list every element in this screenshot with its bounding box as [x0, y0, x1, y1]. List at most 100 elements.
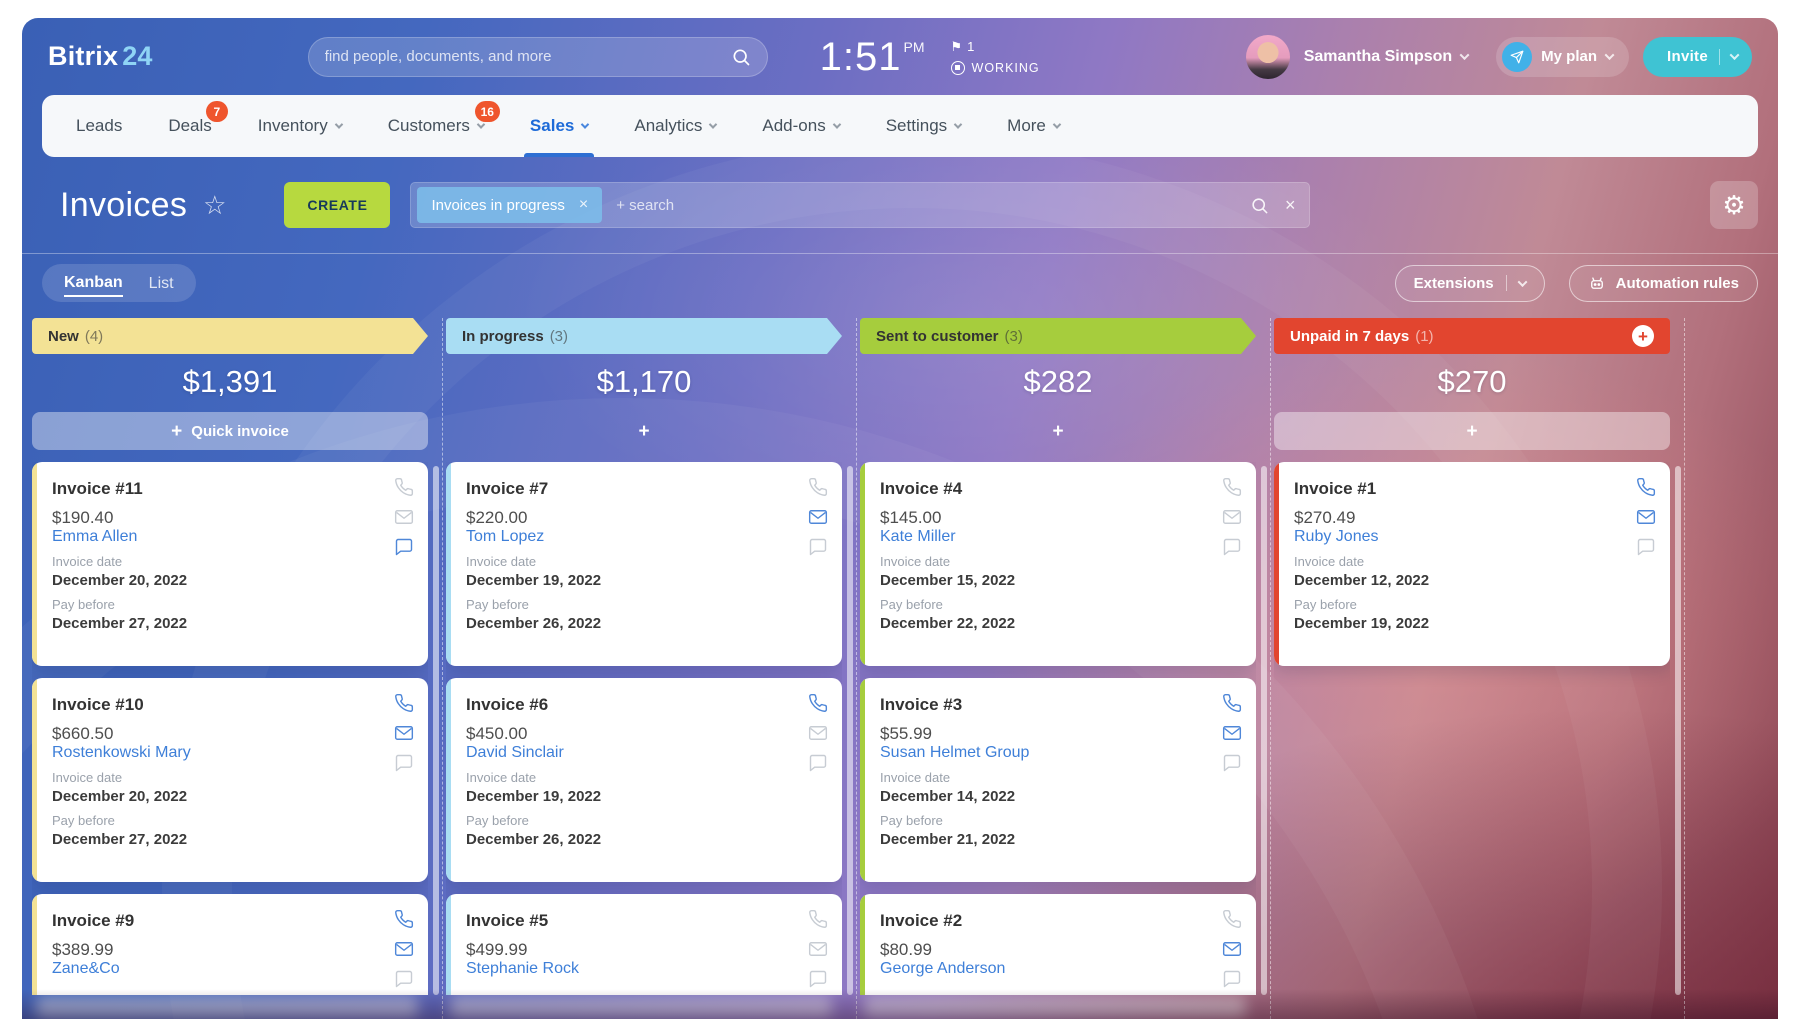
chip-close-icon[interactable]: × [578, 196, 589, 213]
column-scrollbar[interactable] [847, 466, 853, 995]
contact-link[interactable]: David Sinclair [466, 744, 564, 761]
column-scrollbar[interactable] [433, 466, 439, 995]
column-header[interactable]: Sent to customer (3) + [860, 318, 1256, 354]
avatar[interactable] [1245, 34, 1290, 79]
invoice-card-invoice-11[interactable]: Invoice #11 $190.40 Emma Allen Invoice d… [32, 462, 428, 666]
mail-icon[interactable] [394, 723, 414, 743]
column-add-button[interactable]: + [860, 412, 1256, 450]
phone-icon[interactable] [394, 909, 414, 929]
nav-item-sales[interactable]: Sales [523, 95, 595, 157]
invoice-card-invoice-1[interactable]: Invoice #1 $270.49 Ruby Jones Invoice da… [1274, 462, 1670, 666]
column-add-button[interactable]: + Quick invoice [32, 412, 428, 450]
chat-icon[interactable] [808, 537, 828, 557]
chat-icon[interactable] [394, 537, 414, 557]
filter-bar[interactable]: Invoices in progress × × [410, 182, 1311, 228]
chat-icon[interactable] [808, 753, 828, 773]
invite-button[interactable]: Invite [1643, 36, 1752, 77]
mail-icon[interactable] [1636, 507, 1656, 527]
mail-icon[interactable] [394, 507, 414, 527]
nav-item-more[interactable]: More [1007, 95, 1062, 157]
phone-icon[interactable] [1222, 909, 1242, 929]
chat-icon[interactable] [1636, 537, 1656, 557]
notifications[interactable]: ⚑ 1 [951, 39, 1040, 55]
invoice-card-invoice-3[interactable]: Invoice #3 $55.99 Susan Helmet Group Inv… [860, 678, 1256, 882]
invoice-card-invoice-10[interactable]: Invoice #10 $660.50 Rostenkowski Mary In… [32, 678, 428, 882]
column-add-button[interactable]: + [446, 412, 842, 450]
search-icon[interactable] [731, 47, 751, 67]
search-icon[interactable] [1250, 196, 1269, 215]
contact-link[interactable]: Zane&Co [52, 960, 120, 977]
mail-icon[interactable] [394, 939, 414, 959]
invoice-card-invoice-9[interactable]: Invoice #9 $389.99 Zane&Co [32, 894, 428, 995]
invoice-card-invoice-6[interactable]: Invoice #6 $450.00 David Sinclair Invoic… [446, 678, 842, 882]
working-toggle[interactable]: WORKING [950, 60, 1040, 75]
mail-icon[interactable] [1222, 939, 1242, 959]
nav-item-leads[interactable]: Leads [76, 116, 123, 135]
filter-chip[interactable]: Invoices in progress × [417, 187, 603, 223]
mail-icon[interactable] [808, 507, 828, 527]
phone-icon[interactable] [1636, 477, 1656, 497]
contact-link[interactable]: George Anderson [880, 960, 1006, 977]
phone-icon[interactable] [1222, 477, 1242, 497]
column-header[interactable]: Unpaid in 7 days (1) + [1274, 318, 1670, 354]
phone-icon[interactable] [394, 477, 414, 497]
view-tab-kanban[interactable]: Kanban [64, 270, 123, 297]
create-button[interactable]: CREATE [284, 182, 391, 228]
mail-icon[interactable] [1222, 723, 1242, 743]
view-tab-list[interactable]: List [148, 274, 174, 292]
column-header[interactable]: In progress (3) + [446, 318, 842, 354]
invoice-card-invoice-4[interactable]: Invoice #4 $145.00 Kate Miller Invoice d… [860, 462, 1256, 666]
nav-item-analytics[interactable]: Analytics [634, 95, 718, 157]
contact-link[interactable]: Emma Allen [52, 528, 138, 545]
app-logo[interactable]: Bitrix 24 [48, 41, 153, 71]
invoice-date-value: December 20, 2022 [52, 572, 188, 589]
mail-icon[interactable] [808, 723, 828, 743]
global-search-input[interactable] [324, 48, 731, 65]
settings-gear-icon[interactable]: ⚙ [1710, 181, 1758, 229]
chat-icon[interactable] [1222, 969, 1242, 989]
chevron-down-icon[interactable] [1517, 276, 1528, 287]
global-search[interactable] [307, 36, 768, 77]
mail-icon[interactable] [808, 939, 828, 959]
phone-icon[interactable] [808, 693, 828, 713]
column-scrollbar[interactable] [1675, 466, 1681, 995]
column-scrollbar[interactable] [1261, 466, 1267, 995]
contact-link[interactable]: Rostenkowski Mary [52, 744, 191, 761]
chat-icon[interactable] [1222, 753, 1242, 773]
invoice-card-invoice-7[interactable]: Invoice #7 $220.00 Tom Lopez Invoice dat… [446, 462, 842, 666]
clear-filter-icon[interactable]: × [1284, 195, 1296, 215]
contact-link[interactable]: Stephanie Rock [466, 960, 579, 977]
phone-icon[interactable] [1222, 693, 1242, 713]
my-plan-button[interactable]: My plan [1496, 36, 1630, 77]
chat-icon[interactable] [394, 969, 414, 989]
phone-icon[interactable] [394, 693, 414, 713]
chat-icon[interactable] [394, 753, 414, 773]
phone-icon[interactable] [808, 477, 828, 497]
main-nav: Leads Deals 7 Inventory Customers 16 Sal… [42, 95, 1758, 157]
column-header[interactable]: New (4) + [32, 318, 428, 354]
favorite-star-icon[interactable]: ☆ [203, 189, 227, 220]
user-menu[interactable]: Samantha Simpson [1304, 48, 1470, 66]
clock[interactable]: 1:51 PM [820, 37, 925, 77]
chat-icon[interactable] [808, 969, 828, 989]
filter-search-input[interactable] [616, 196, 1250, 214]
add-invoice-plus-icon[interactable]: + [1632, 325, 1654, 347]
nav-item-deals[interactable]: Deals 7 [168, 95, 228, 157]
nav-item-add-ons[interactable]: Add-ons [762, 95, 841, 157]
pay-before-value: December 21, 2022 [880, 831, 1016, 848]
automation-rules-button[interactable]: Automation rules [1568, 264, 1758, 302]
contact-link[interactable]: Susan Helmet Group [880, 744, 1030, 761]
invoice-card-invoice-2[interactable]: Invoice #2 $80.99 George Anderson [860, 894, 1256, 995]
mail-icon[interactable] [1222, 507, 1242, 527]
column-add-button[interactable]: + [1274, 412, 1670, 450]
nav-item-settings[interactable]: Settings [886, 95, 963, 157]
nav-item-customers[interactable]: Customers 16 [388, 95, 500, 157]
nav-item-inventory[interactable]: Inventory [258, 95, 343, 157]
contact-link[interactable]: Ruby Jones [1294, 528, 1379, 545]
invoice-card-invoice-5[interactable]: Invoice #5 $499.99 Stephanie Rock [446, 894, 842, 995]
phone-icon[interactable] [808, 909, 828, 929]
contact-link[interactable]: Kate Miller [880, 528, 956, 545]
chat-icon[interactable] [1222, 537, 1242, 557]
contact-link[interactable]: Tom Lopez [466, 528, 545, 545]
extensions-button[interactable]: Extensions [1394, 264, 1545, 302]
